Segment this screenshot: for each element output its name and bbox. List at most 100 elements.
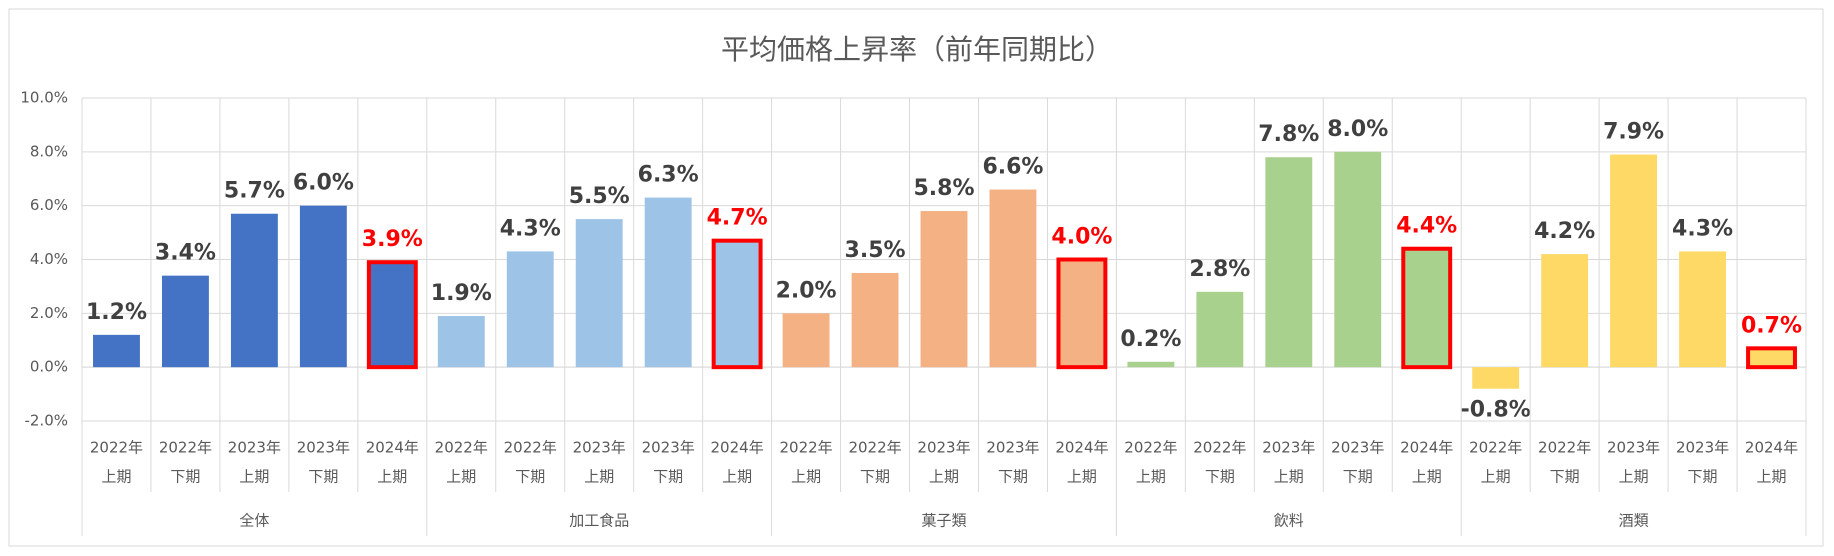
value-label: 1.2%	[86, 300, 147, 325]
x-tick-label: 上期	[239, 468, 269, 486]
x-tick-label: 2024年	[1055, 439, 1108, 457]
value-label: 3.9%	[362, 227, 423, 252]
x-tick-label: 上期	[722, 468, 752, 486]
x-tick-label: 2022年	[1538, 439, 1591, 457]
x-tick-label: 2022年	[435, 439, 488, 457]
x-tick-label: 下期	[1550, 468, 1580, 486]
x-tick-label: 2023年	[1262, 439, 1315, 457]
x-tick-label: 上期	[377, 468, 407, 486]
bar	[711, 238, 763, 370]
bar	[1746, 346, 1797, 370]
group-label: 菓子類	[921, 512, 966, 530]
x-tick-label: 2024年	[711, 439, 764, 457]
group-label: 全体	[239, 512, 269, 530]
bar	[1472, 367, 1520, 389]
x-tick-label: 2024年	[366, 439, 419, 457]
bar	[506, 251, 554, 368]
value-label: 7.9%	[1603, 120, 1664, 145]
x-tick-label: 上期	[1274, 468, 1304, 486]
bar	[782, 313, 830, 368]
bar	[437, 316, 485, 368]
bar	[93, 334, 140, 368]
value-label: 3.4%	[155, 241, 216, 266]
value-label: 6.3%	[638, 163, 699, 188]
value-label: 5.8%	[913, 176, 974, 201]
bar	[1334, 151, 1382, 368]
bar	[1127, 361, 1175, 368]
x-tick-label: 2023年	[1676, 439, 1729, 457]
value-label: 0.7%	[1741, 313, 1802, 338]
value-label: 8.0%	[1327, 117, 1388, 142]
x-tick-label: 下期	[308, 468, 338, 486]
value-label: 4.4%	[1396, 214, 1457, 239]
x-tick-label: 下期	[1205, 468, 1235, 486]
x-tick-label: 2022年	[90, 439, 143, 457]
y-tick-label: 8.0%	[30, 142, 68, 160]
value-label: -0.8%	[1461, 398, 1531, 423]
group-label: 酒類	[1619, 512, 1649, 530]
x-tick-label: 上期	[791, 468, 821, 486]
x-tick-label: 下期	[170, 468, 200, 486]
x-tick-label: 2022年	[504, 439, 557, 457]
x-tick-label: 2023年	[986, 439, 1039, 457]
x-tick-label: 2023年	[1331, 439, 1384, 457]
x-tick-label: 上期	[1136, 468, 1166, 486]
bar	[1541, 254, 1589, 368]
y-tick-label: 2.0%	[30, 304, 68, 322]
x-tick-label: 2024年	[1745, 439, 1798, 457]
x-tick-label: 下期	[515, 468, 545, 486]
x-tick-label: 2023年	[642, 439, 695, 457]
x-tick-label: 上期	[446, 468, 476, 486]
bar	[1401, 246, 1453, 370]
bar	[161, 275, 209, 368]
bar	[920, 211, 968, 368]
x-tick-label: 下期	[1688, 468, 1718, 486]
value-label: 4.0%	[1051, 225, 1112, 250]
x-tick-label: 下期	[998, 468, 1028, 486]
x-tick-label: 2023年	[297, 439, 350, 457]
group-label: 飲料	[1274, 512, 1304, 530]
y-tick-label: 0.0%	[30, 358, 68, 376]
value-label: 5.7%	[224, 179, 285, 204]
x-tick-label: 2022年	[159, 439, 212, 457]
value-label: 7.8%	[1258, 122, 1319, 147]
x-tick-label: 2022年	[1193, 439, 1246, 457]
x-tick-label: 下期	[860, 468, 890, 486]
x-tick-label: 下期	[1343, 468, 1373, 486]
bar	[1265, 157, 1313, 368]
y-tick-label: 10.0%	[20, 89, 68, 107]
x-tick-label: 2024年	[1400, 439, 1453, 457]
y-tick-label: 4.0%	[30, 250, 68, 268]
value-label: 2.0%	[776, 278, 837, 303]
x-tick-label: 上期	[1757, 468, 1787, 486]
y-tick-label: 6.0%	[30, 196, 68, 214]
x-tick-label: 2023年	[1607, 439, 1660, 457]
chart-title: 平均価格上昇率（前年同期比）	[721, 33, 1113, 66]
value-label: 4.7%	[707, 206, 768, 231]
x-tick-label: 2023年	[228, 439, 281, 457]
bar	[989, 189, 1037, 368]
bar	[851, 272, 899, 368]
value-label: 3.5%	[845, 238, 906, 263]
x-tick-label: 下期	[653, 468, 683, 486]
value-label: 4.2%	[1534, 219, 1595, 244]
value-label: 1.9%	[431, 281, 492, 306]
bar	[644, 197, 692, 368]
x-tick-label: 2023年	[573, 439, 626, 457]
x-tick-label: 2022年	[1469, 439, 1522, 457]
bar	[1056, 257, 1108, 370]
bar	[1610, 154, 1658, 368]
x-tick-label: 上期	[1619, 468, 1649, 486]
group-label: 加工食品	[569, 512, 629, 530]
bar	[1196, 291, 1244, 368]
bar	[1679, 251, 1727, 368]
bar	[575, 219, 623, 368]
bar	[230, 213, 278, 368]
value-label: 0.2%	[1120, 327, 1181, 352]
x-tick-label: 上期	[1481, 468, 1511, 486]
bar	[366, 260, 418, 370]
x-tick-label: 2022年	[1124, 439, 1177, 457]
value-label: 5.5%	[569, 184, 630, 209]
x-tick-label: 上期	[584, 468, 614, 486]
